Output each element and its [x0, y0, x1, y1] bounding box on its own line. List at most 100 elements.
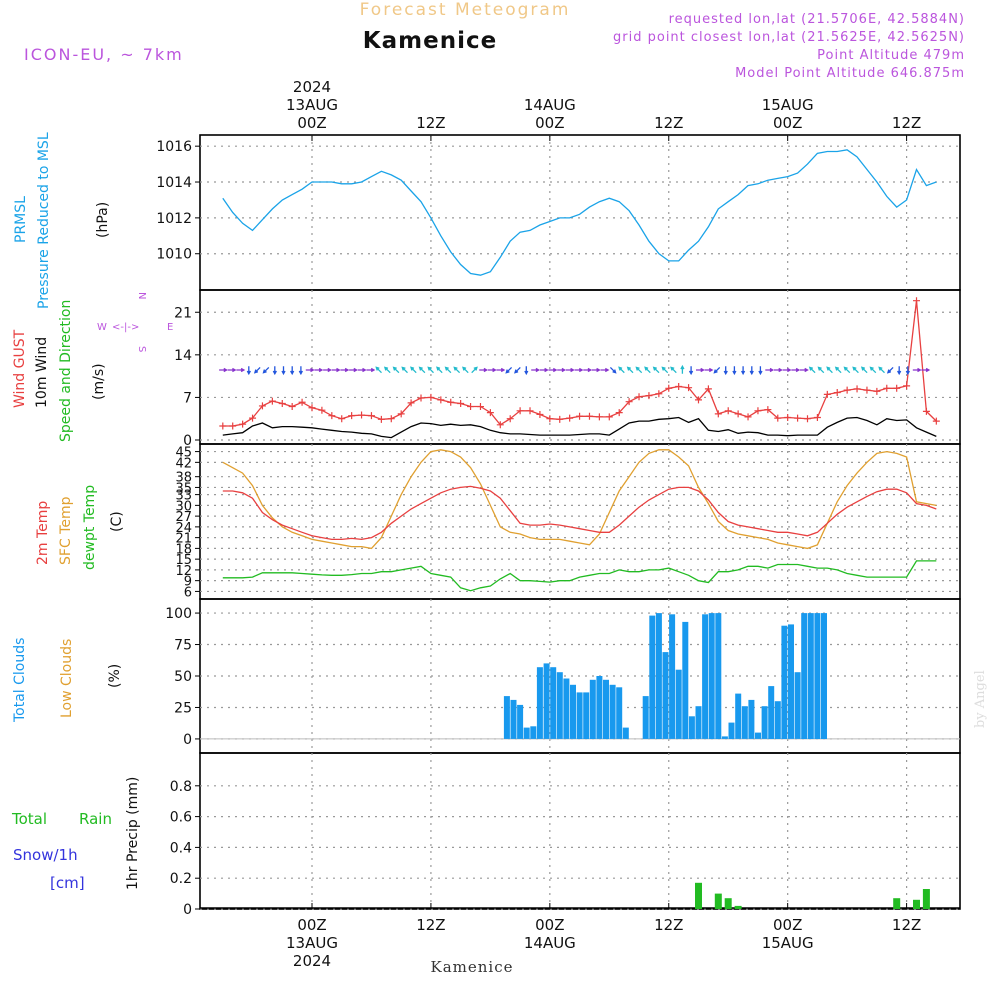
- cloud-bar: [517, 704, 524, 739]
- wind-arrow: [782, 367, 792, 373]
- gust-marker: [249, 414, 257, 422]
- cloud-bar: [622, 727, 629, 739]
- wind-arrow: [860, 366, 868, 374]
- gust-marker: [536, 410, 544, 418]
- wind-arrow: [886, 366, 894, 374]
- temp-ytick-label: 33: [175, 489, 192, 504]
- model-altitude: Model Point Altitude 646.875m: [735, 66, 965, 81]
- rain-bar: [922, 889, 930, 909]
- gust-marker: [229, 422, 237, 430]
- cloud-bar: [788, 624, 794, 739]
- temp-ytick-label: 27: [175, 510, 192, 525]
- cloud-bar: [609, 684, 616, 739]
- gust-marker: [585, 412, 593, 420]
- wind-arrow: [272, 366, 277, 376]
- total-clouds-label: Total Clouds: [12, 638, 28, 723]
- gust-marker: [764, 406, 772, 414]
- cloud-bar: [675, 669, 682, 739]
- wind-arrow: [427, 366, 434, 374]
- wind-arrow: [609, 366, 617, 374]
- cloud-bar: [603, 679, 609, 739]
- gust-marker: [447, 398, 455, 406]
- sfc-temp-line: [222, 449, 937, 550]
- wind-arrow: [331, 367, 341, 373]
- top-date-label: 15AUG: [762, 96, 814, 114]
- location-title: Kamenice: [363, 28, 497, 54]
- compass-w: W: [97, 322, 107, 333]
- top-hour-label: 12Z: [654, 114, 683, 132]
- wind-arrow: [800, 367, 809, 373]
- point-altitude: Point Altitude 479m: [817, 48, 965, 63]
- cloud-bar: [688, 716, 695, 739]
- wind-arrow: [305, 367, 315, 373]
- top-year-label: 2024: [293, 78, 331, 96]
- cloud-bar: [649, 615, 656, 739]
- wind-arrow: [741, 366, 746, 376]
- wind-arrow: [791, 367, 801, 373]
- wind-arrow: [401, 366, 408, 374]
- wind-arrow: [732, 366, 737, 376]
- gust-marker: [457, 400, 465, 407]
- wind-ytick-label: 0: [183, 433, 192, 449]
- wind-arrow: [383, 366, 391, 374]
- cloud-bar: [550, 667, 557, 739]
- wind-arrow: [366, 367, 376, 373]
- temp-ytick-label: 45: [175, 446, 192, 461]
- rain-bar: [893, 898, 901, 909]
- product-title: Forecast Meteogram: [360, 0, 571, 20]
- gust-marker: [853, 385, 861, 393]
- cloud-bar: [543, 663, 550, 739]
- clouds-ytick-label: 50: [174, 669, 192, 685]
- gust-marker: [526, 407, 534, 415]
- pressure-ytick-label: 1012: [156, 211, 192, 227]
- cloud-bar: [510, 699, 517, 739]
- cloud-bar: [735, 693, 742, 739]
- compass-e: E: [167, 322, 173, 333]
- gust-marker: [734, 410, 742, 418]
- cloud-bar: [801, 613, 808, 739]
- gust-marker: [605, 413, 613, 421]
- wind-arrow: [723, 366, 728, 376]
- gust-marker: [576, 412, 584, 420]
- wind-arrow: [548, 367, 558, 373]
- wind-arrow: [236, 367, 246, 373]
- compass-n: N: [136, 292, 147, 299]
- compass-s: S: [136, 346, 147, 352]
- bottom-hour-label: 00Z: [297, 916, 326, 934]
- gust-marker: [546, 415, 554, 423]
- cloud-bar: [616, 687, 623, 739]
- precip-snow-label: Snow/1h: [13, 846, 78, 864]
- cloud-bar: [563, 678, 570, 739]
- wind-arrow: [758, 366, 763, 376]
- wind-speed-line: [222, 416, 937, 439]
- cloud-bar: [774, 701, 781, 739]
- cloud-bar: [589, 679, 596, 739]
- gust-marker: [675, 382, 683, 390]
- wind-frame: [199, 289, 961, 445]
- wind-arrow: [765, 367, 775, 373]
- wind-arrow: [392, 366, 400, 374]
- cloud-bar: [807, 613, 814, 739]
- wind-arrow: [704, 367, 714, 373]
- gust-marker: [635, 393, 643, 401]
- wind-arrow: [749, 366, 754, 376]
- gust-marker: [308, 404, 316, 412]
- wind-arrow: [375, 366, 382, 374]
- gust-marker: [328, 412, 336, 420]
- gust-marker: [833, 389, 841, 397]
- cloud-bar: [721, 736, 728, 739]
- gust-marker: [843, 386, 851, 394]
- cloud-bar: [761, 706, 768, 739]
- wind-ytick-label: 14: [174, 348, 192, 364]
- cloud-bar: [794, 672, 801, 739]
- bottom-hour-label: 12Z: [416, 916, 445, 934]
- top-hour-label: 00Z: [773, 114, 802, 132]
- gust-marker: [268, 397, 276, 405]
- gust-marker: [922, 407, 930, 415]
- cloud-bar: [741, 706, 748, 739]
- wind-arrow: [436, 366, 443, 374]
- top-date-label: 14AUG: [524, 96, 576, 114]
- cloud-bar: [669, 614, 676, 739]
